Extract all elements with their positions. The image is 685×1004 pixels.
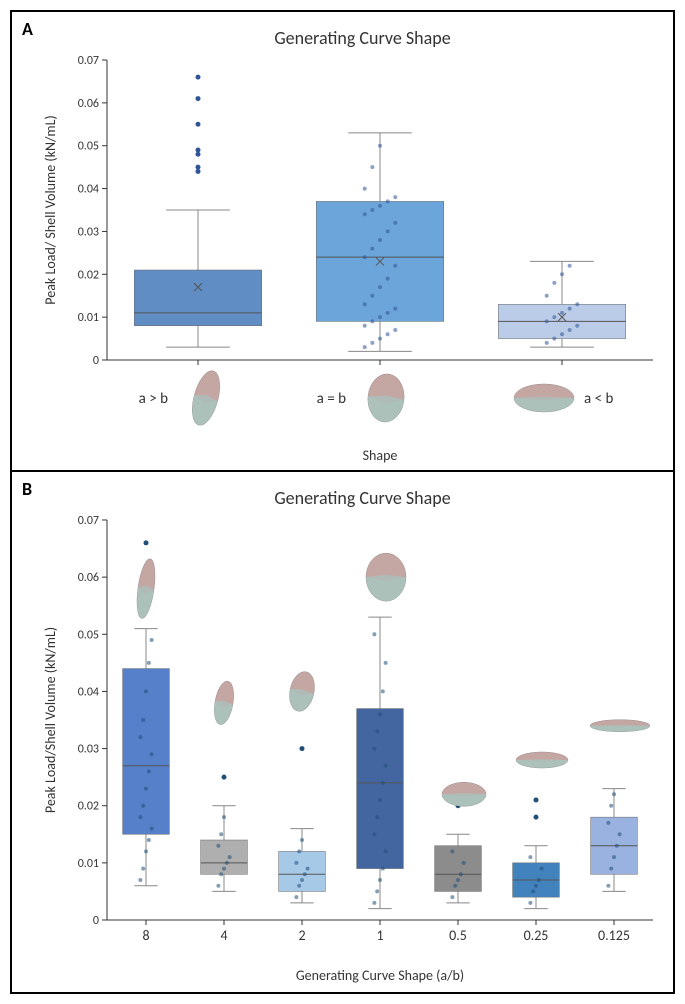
svg-text:0.01: 0.01 [78,857,99,871]
svg-text:0.03: 0.03 [78,743,99,757]
panel-b-chart: Generating Curve Shape 0 0.01 0.02 0.03 0.04 0… [12,472,673,990]
svg-text:2: 2 [298,927,305,944]
svg-text:a = b: a = b [317,390,346,408]
svg-text:a > b: a > b [139,390,168,408]
svg-text:0.03: 0.03 [78,225,99,239]
svg-text:0.04: 0.04 [78,183,99,197]
panel-a-label: A [22,18,33,40]
svg-text:Generating Curve Shape: Generating Curve Shape [274,27,450,49]
panel-b-label: B [22,478,32,500]
svg-text:Peak Load/ Shell Volume (kN/mL: Peak Load/ Shell Volume (kN/mL) [42,115,59,304]
svg-text:0.05: 0.05 [78,140,99,154]
svg-text:0.05: 0.05 [78,628,99,642]
svg-text:Generating Curve Shape (a/b): Generating Curve Shape (a/b) [296,967,464,984]
svg-text:0.01: 0.01 [78,311,99,325]
svg-text:Peak Load/Shell Volume (kN/mL): Peak Load/Shell Volume (kN/mL) [42,627,59,813]
svg-text:0.07: 0.07 [78,54,99,68]
svg-text:0.5: 0.5 [449,927,467,944]
svg-text:1: 1 [376,927,383,944]
svg-text:Generating Curve Shape: Generating Curve Shape [274,487,450,509]
svg-text:a < b: a < b [584,390,613,408]
figure-container: A Generating Curve Shape 0 0.01 0.02 0.03 0.0… [10,10,675,994]
svg-text:0.04: 0.04 [78,685,99,699]
svg-text:0.06: 0.06 [78,571,99,585]
svg-text:0: 0 [93,914,99,928]
svg-text:0: 0 [93,354,99,368]
svg-text:0.06: 0.06 [78,97,99,111]
panel-a-chart: Generating Curve Shape 0 0.01 0.02 0.03 0.04 0… [12,12,673,470]
panel-b: B Generating Curve Shape 0 0.01 0.02 0.03 0.0… [12,472,673,992]
svg-text:8: 8 [142,927,149,944]
svg-text:0.02: 0.02 [78,800,99,814]
svg-text:0.125: 0.125 [598,927,630,944]
svg-text:Shape: Shape [363,447,398,464]
svg-text:0.07: 0.07 [78,514,99,528]
svg-text:0.25: 0.25 [524,927,549,944]
svg-text:4: 4 [220,927,227,944]
panel-a: A Generating Curve Shape 0 0.01 0.02 0.03 0.0… [12,12,673,472]
svg-text:0.02: 0.02 [78,268,99,282]
